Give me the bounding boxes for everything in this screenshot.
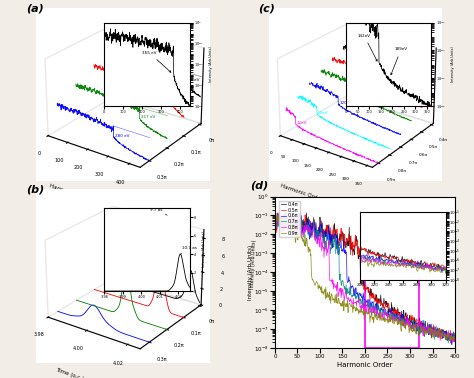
0.9π [273, 211, 279, 216]
0.6π [344, 277, 350, 281]
0.9π [344, 304, 350, 309]
X-axis label: Harmonic order: Harmonic order [48, 183, 91, 202]
Text: 10.7 as: 10.7 as [180, 246, 197, 254]
0.7π [452, 336, 458, 341]
0.8π [275, 211, 281, 215]
Text: 189eV: 189eV [391, 47, 408, 75]
0.9π [452, 334, 458, 339]
X-axis label: Harmonic Order: Harmonic Order [337, 362, 393, 368]
Line: 0.5π: 0.5π [275, 212, 455, 342]
0.4π [283, 209, 288, 214]
0.8π [447, 340, 453, 345]
Text: 142eV: 142eV [357, 34, 377, 61]
0.4π [344, 236, 350, 241]
0.6π [386, 309, 392, 313]
0.7π [294, 221, 300, 226]
X-axis label: Time (o.c.): Time (o.c.) [55, 367, 84, 378]
0.6π [289, 210, 295, 214]
0.5π [402, 316, 408, 321]
0.9π [331, 301, 337, 305]
0.4π [273, 214, 278, 218]
0.9π [273, 222, 278, 226]
0.9π [386, 320, 392, 324]
Text: (d): (d) [250, 181, 268, 191]
0.5π [386, 301, 392, 306]
Text: (b): (b) [26, 184, 44, 194]
0.9π [403, 322, 409, 327]
0.5π [273, 218, 278, 223]
0.7π [331, 238, 337, 242]
0.8π [273, 225, 278, 229]
0.4π [403, 319, 409, 324]
0.9π [451, 339, 456, 343]
Y-axis label: Intensity (Arb.Units): Intensity (Arb.Units) [201, 232, 206, 267]
0.8π [452, 333, 458, 338]
Line: 0.7π: 0.7π [275, 210, 455, 343]
0.5π [283, 210, 289, 215]
0.6π [452, 336, 458, 341]
0.7π [273, 231, 278, 235]
0.6π [448, 342, 454, 347]
0.9π [402, 327, 408, 332]
0.5π [452, 339, 458, 344]
0.8π [402, 324, 408, 329]
0.8π [331, 284, 337, 288]
0.4π [294, 224, 300, 228]
Y-axis label: Intensity (Arb.Units): Intensity (Arb.Units) [451, 46, 455, 82]
0.4π [386, 308, 392, 312]
Y-axis label: Intensity (Arb.Units): Intensity (Arb.Units) [209, 46, 213, 82]
0.8π [294, 226, 300, 230]
0.4π [452, 339, 458, 343]
X-axis label: Harmonic Order: Harmonic Order [280, 183, 323, 202]
0.5π [403, 314, 409, 318]
0.6π [294, 229, 300, 233]
Text: (a): (a) [26, 3, 44, 13]
Legend: 0.4π, 0.5π, 0.6π, 0.7π, 0.8π, 0.9π: 0.4π, 0.5π, 0.6π, 0.7π, 0.8π, 0.9π [279, 200, 300, 237]
Text: 365 eV: 365 eV [142, 51, 171, 72]
0.7π [386, 312, 392, 316]
0.7π [403, 322, 409, 326]
0.8π [344, 296, 350, 301]
0.7π [344, 286, 350, 291]
0.4π [402, 312, 408, 316]
0.4π [331, 222, 337, 226]
0.6π [403, 314, 409, 319]
Line: 0.8π: 0.8π [275, 213, 455, 342]
Bar [365, 253, 419, 348]
0.4π [449, 342, 455, 347]
Text: (c): (c) [258, 3, 275, 13]
Line: 0.9π: 0.9π [275, 214, 455, 341]
0.8π [403, 320, 409, 325]
0.7π [446, 341, 451, 345]
0.6π [402, 320, 408, 325]
Y-axis label: Intensity (Arb Units): Intensity (Arb Units) [248, 245, 253, 300]
Text: 9.7 as: 9.7 as [150, 208, 167, 215]
0.5π [331, 235, 337, 240]
0.8π [386, 313, 392, 317]
0.6π [331, 234, 337, 239]
0.7π [402, 318, 408, 323]
Line: 0.4π: 0.4π [275, 212, 455, 345]
0.9π [294, 236, 300, 241]
0.6π [273, 223, 278, 227]
0.5π [294, 216, 300, 221]
0.5π [344, 237, 350, 242]
Line: 0.6π: 0.6π [275, 212, 455, 344]
0.7π [281, 208, 287, 212]
